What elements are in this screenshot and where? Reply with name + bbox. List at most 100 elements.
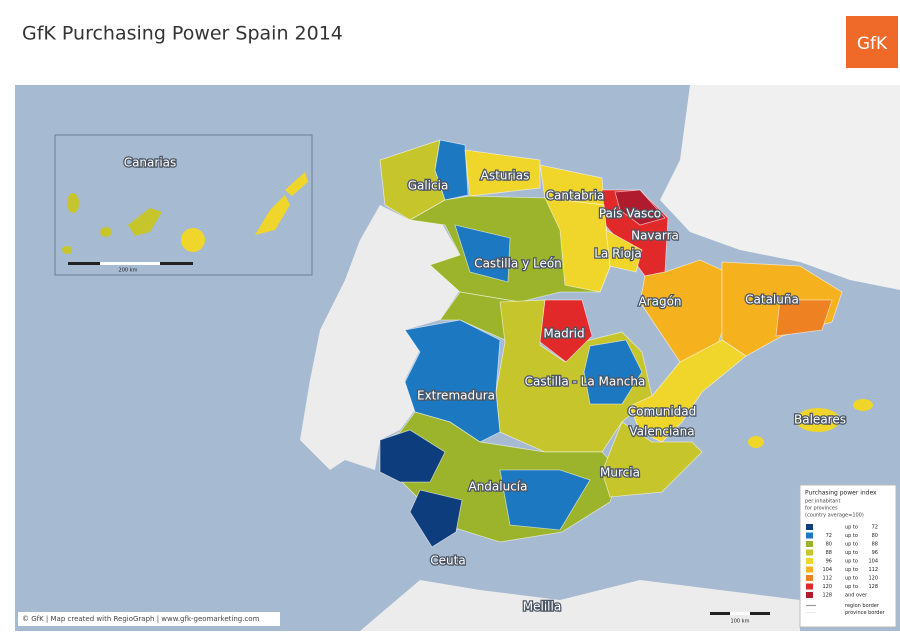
- province: [614, 189, 666, 226]
- region-label: Canarias: [124, 156, 177, 170]
- legend-connector: up to: [845, 559, 858, 565]
- region-label: Navarra: [631, 229, 679, 243]
- region-label: Comunidad: [628, 405, 697, 419]
- map: 200 km Canarias 100 km © GfK | Map creat…: [15, 85, 900, 631]
- province: [601, 421, 703, 498]
- legend-border-label: region border: [845, 603, 880, 609]
- region-label: País Vasco: [599, 207, 661, 221]
- legend-swatch: [806, 558, 813, 564]
- island: [796, 408, 840, 432]
- region-label: Melilla: [523, 600, 561, 614]
- legend-connector: up to: [845, 550, 858, 556]
- legend-from: 120: [822, 584, 832, 590]
- legend-subtitle: (country average=100): [805, 513, 864, 519]
- region-label: Murcia: [600, 466, 640, 480]
- province: [605, 229, 643, 273]
- legend-subtitle: per inhabitant: [805, 499, 840, 505]
- province: [583, 339, 643, 405]
- legend-swatch: [806, 583, 813, 590]
- island: [748, 436, 764, 448]
- legend-to: 112: [868, 567, 878, 573]
- region-label: Baleares: [794, 413, 846, 427]
- region-label: Ceuta: [430, 554, 465, 568]
- legend-swatch: [806, 566, 813, 573]
- legend: Purchasing power index per inhabitantfor …: [799, 484, 897, 628]
- region-label: Asturias: [481, 169, 530, 183]
- legend-from: 104: [822, 567, 832, 573]
- island: [853, 399, 873, 411]
- legend-from: 72: [826, 533, 832, 539]
- province: [379, 429, 446, 483]
- province: [539, 299, 593, 363]
- region-label: Galicia: [408, 179, 449, 193]
- logo-box: [846, 16, 898, 68]
- province: [454, 224, 511, 283]
- island: [67, 193, 79, 213]
- africa: [360, 580, 800, 631]
- legend-connector: up to: [845, 542, 858, 548]
- legend-connector: up to: [845, 584, 858, 590]
- province: [409, 489, 463, 548]
- legend-to: 120: [868, 576, 878, 582]
- region-label: Cantabria: [546, 189, 605, 203]
- inset: [54, 134, 313, 276]
- legend-from: 112: [822, 576, 832, 582]
- scale-bar: [100, 262, 160, 265]
- legend-connector: up to: [845, 533, 858, 539]
- legend-to: 96: [872, 550, 878, 556]
- legend-to: 72: [872, 525, 878, 531]
- region-label: Aragón: [638, 295, 681, 309]
- legend-from: 128: [822, 593, 832, 599]
- legend-to: 88: [872, 542, 878, 548]
- region-label: La Rioja: [594, 247, 642, 261]
- legend-connector: and over: [845, 593, 868, 599]
- island: [255, 195, 290, 235]
- legend-connector: up to: [845, 576, 858, 582]
- legend-swatch: [806, 532, 813, 539]
- province: [775, 299, 833, 337]
- legend-swatch: [806, 524, 813, 530]
- title: GfK Purchasing Power Spain 2014: [22, 23, 343, 45]
- legend-border-label: province border: [845, 610, 886, 616]
- legend-swatch: [806, 541, 813, 547]
- credit-box: [18, 612, 280, 626]
- legend-to: 104: [868, 559, 878, 565]
- region-label: Valenciana: [629, 425, 694, 439]
- scale-label: 200 km: [119, 268, 138, 274]
- region-label: Cataluña: [745, 293, 799, 307]
- legend-subtitle: for provinces: [805, 506, 838, 512]
- legend-from: 96: [826, 559, 832, 565]
- legend-title: Purchasing power index: [805, 490, 877, 497]
- legend-from: 88: [826, 550, 832, 556]
- region-label: Andalucía: [468, 480, 527, 494]
- legend-swatch: [806, 575, 813, 581]
- province: [629, 339, 747, 443]
- region-label: Castilla y León: [474, 257, 562, 271]
- province: [499, 469, 591, 531]
- portugal: [300, 205, 460, 470]
- legend-swatch: [806, 592, 813, 598]
- legend-from: 80: [826, 542, 832, 548]
- island: [181, 228, 205, 252]
- province: [434, 139, 469, 201]
- legend-box: [799, 484, 897, 628]
- france: [660, 85, 900, 290]
- scale-bar: [730, 612, 750, 615]
- province: [544, 197, 613, 293]
- island: [128, 208, 162, 236]
- legend-connector: up to: [845, 567, 858, 573]
- island: [62, 246, 72, 254]
- scale-label: 100 km: [731, 619, 750, 625]
- island: [100, 227, 112, 237]
- legend-to: 80: [872, 533, 878, 539]
- region-label: Madrid: [543, 327, 584, 341]
- legend-to: 128: [868, 584, 878, 590]
- legend-swatch: [806, 549, 813, 556]
- region-label: Castilla - La Mancha: [525, 375, 646, 389]
- logo: GfK: [857, 34, 888, 54]
- legend-connector: up to: [845, 525, 858, 531]
- credit: © GfK | Map created with RegioGraph | ww…: [22, 615, 260, 623]
- island: [285, 172, 308, 196]
- region-label: Extremadura: [417, 389, 495, 403]
